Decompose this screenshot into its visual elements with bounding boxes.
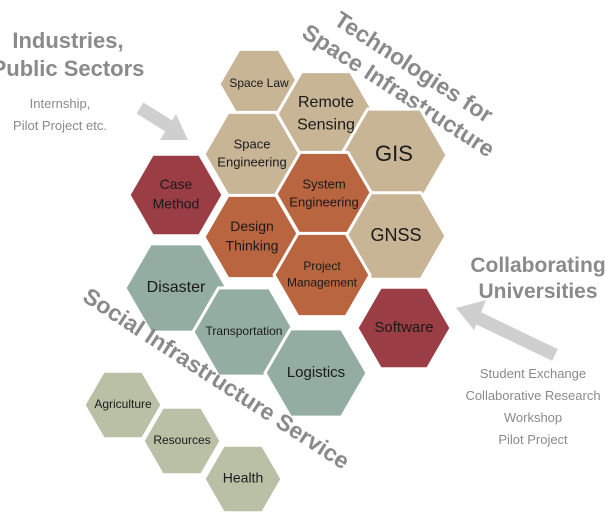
hex-space-law-label-0: Space Law xyxy=(229,76,289,90)
hex-project-management-label-0: Project xyxy=(303,259,341,273)
industries-heading-line1: Industries, xyxy=(12,28,123,53)
hex-health-label-0: Health xyxy=(223,470,263,486)
collab-sub-1: Collaborative Research xyxy=(465,388,600,403)
hex-gnss: GNSS xyxy=(344,191,448,281)
hex-software-label-0: Software xyxy=(374,319,433,336)
hex-case-method-label-0: Case xyxy=(160,176,193,192)
hex-software: Software xyxy=(355,285,453,371)
hex-project-management-label-1: Management xyxy=(287,276,358,290)
hex-health: Health xyxy=(202,443,284,513)
hex-agriculture: Agriculture xyxy=(82,369,164,441)
hex-disaster-label-0: Disaster xyxy=(147,279,206,296)
hex-resources-label-0: Resources xyxy=(153,433,210,447)
hex-gnss-label-0: GNSS xyxy=(370,225,421,245)
hex-design-thinking-label-0: Design xyxy=(230,218,274,234)
hex-software-shape xyxy=(355,285,453,371)
hex-resources-shape xyxy=(141,405,223,477)
hex-space-engineering-label-0: Space xyxy=(234,136,271,151)
hex-disaster: Disaster xyxy=(123,242,229,334)
hex-system-engineering-label-1: Engineering xyxy=(289,195,358,210)
hex-space-engineering-label-1: Engineering xyxy=(217,155,286,170)
hex-design-thinking-label-1: Thinking xyxy=(226,238,279,254)
hex-remote-sensing-label-0: Remote xyxy=(298,94,354,111)
collab-heading-line1: Collaborating xyxy=(470,254,605,277)
hex-resources: Resources xyxy=(141,405,223,477)
universities-arrow xyxy=(456,300,558,361)
hex-system-engineering-label-0: System xyxy=(302,176,345,191)
hex-space-engineering: Space Engineering xyxy=(202,110,302,198)
industries-sub-line1: Internship, xyxy=(30,96,91,111)
collab-sub-2: Workshop xyxy=(504,410,562,425)
hex-gis-label-0: GIS xyxy=(375,141,413,166)
hex-case-method-shape xyxy=(127,152,225,238)
hex-logistics-shape xyxy=(263,327,369,419)
industries-sub-line2: Pilot Project etc. xyxy=(13,118,107,133)
collab-sub-0: Student Exchange xyxy=(480,366,586,381)
hexagon-grid: Space Law Remote Sensing Space Engineering GI… xyxy=(82,47,453,513)
hex-transportation-label-0: Transportation xyxy=(206,324,283,338)
hex-project-management-shape xyxy=(272,231,372,319)
hex-project-management: Project Management xyxy=(272,231,372,319)
hex-case-method-label-1: Method xyxy=(153,196,200,212)
hex-gnss-shape xyxy=(344,191,448,281)
hex-logistics: Logistics xyxy=(263,327,369,419)
hex-remote-sensing-label-1: Sensing xyxy=(297,116,355,133)
industries-arrow xyxy=(136,102,188,140)
hex-agriculture-label-0: Agriculture xyxy=(94,397,152,411)
collab-sub-3: Pilot Project xyxy=(498,432,568,447)
hex-logistics-label-0: Logistics xyxy=(287,364,345,381)
industries-heading-line2: Public Sectors xyxy=(0,56,144,81)
collab-heading-line2: Universities xyxy=(478,280,597,303)
hex-agriculture-shape xyxy=(82,369,164,441)
hex-case-method: Case Method xyxy=(127,152,225,238)
